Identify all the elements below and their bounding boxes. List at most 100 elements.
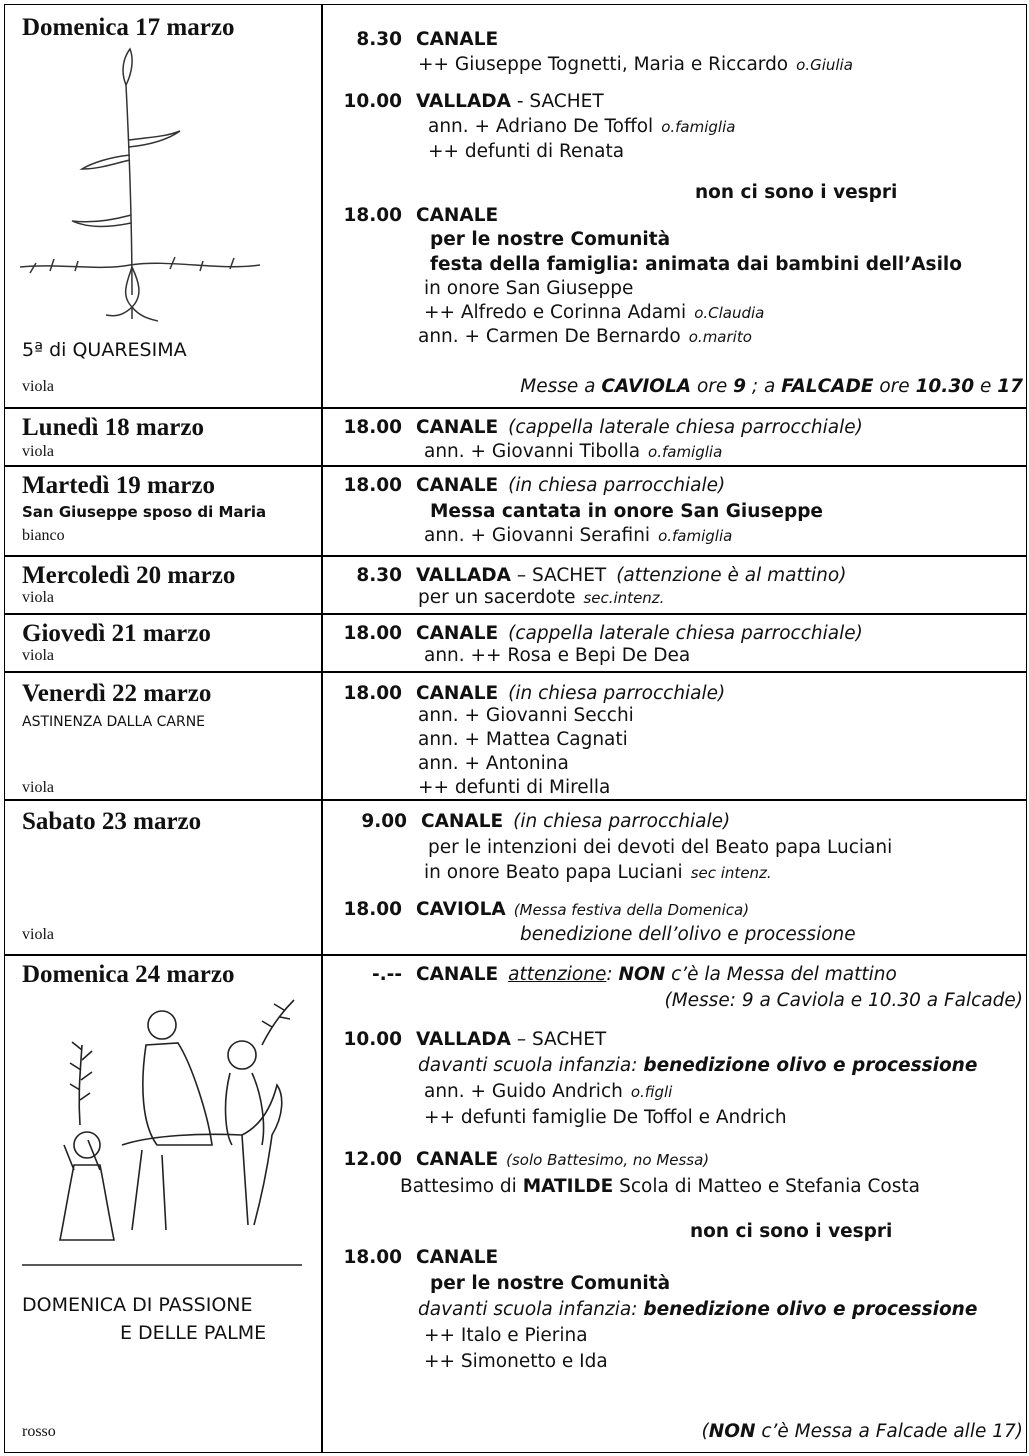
text-segment: 9.00 (361, 811, 407, 832)
schedule-line: non ci sono i vespri (690, 1220, 892, 1244)
text-segment: Battesimo di (400, 1176, 523, 1197)
schedule-line: (NON c’è Messa a Falcade alle 17) (702, 1420, 1023, 1444)
text-segment: CANALE (421, 811, 504, 832)
day-title: Giovedì 21 marzo (22, 620, 211, 647)
schedule-line: ++ defunti di Renata (428, 140, 624, 164)
text-segment: ann. + Giovanni Serafini (424, 525, 651, 546)
text-segment: ann. + Adriano De Toffol (428, 116, 654, 137)
liturgical-color: viola (22, 926, 54, 943)
text-segment: per le nostre Comunità (430, 1273, 671, 1294)
schedule-line: 8.30 VALLADA – SACHET (attenzione è al mat… (340, 564, 846, 588)
text-segment: ore (691, 376, 734, 397)
text-segment: 18.00 (343, 205, 402, 226)
schedule-line: in onore Beato papa Luciani sec intenz. (424, 861, 772, 885)
text-segment: e (974, 376, 998, 397)
text-segment: (in chiesa parrocchiale) (508, 683, 726, 704)
schedule-line: 18.00 CANALE (340, 204, 498, 228)
text-segment: Messe a (520, 376, 602, 397)
text-segment: CANALE (416, 29, 499, 50)
text-segment: c’è la Messa del mattino (665, 964, 897, 985)
schedule-line: ann. ++ Rosa e Bepi De Dea (424, 644, 690, 668)
schedule-line: 8.30 CANALE (340, 28, 498, 52)
text-segment: o.marito (688, 328, 752, 346)
text-segment: CANALE (416, 1247, 499, 1268)
text-segment: 10.00 (343, 91, 402, 112)
text-segment: NON (708, 1421, 756, 1442)
text-segment: CAVIOLA (416, 899, 506, 920)
schedule-line: 18.00 CANALE (in chiesa parrocchiale) (340, 682, 725, 706)
text-segment: (solo Battesimo, no Messa) (506, 1151, 710, 1169)
text-segment: CANALE (416, 205, 499, 226)
text-segment: - SACHET (510, 91, 604, 112)
schedule-line: ++ Alfredo e Corinna Adami o.Claudia (424, 301, 764, 325)
text-segment: ++ defunti di Mirella (418, 777, 611, 798)
liturgical-color: rosso (22, 1423, 56, 1440)
text-segment: ++ defunti famiglie De Toffol e Andrich (424, 1107, 787, 1128)
text-segment: per un sacerdote (418, 587, 576, 608)
schedule-line: ann. + Mattea Cagnati (418, 728, 628, 752)
text-segment: – SACHET (510, 565, 607, 586)
text-segment: VALLADA (416, 565, 511, 586)
text-segment: in onore San Giuseppe (424, 278, 634, 299)
text-segment: c’è Messa a Falcade alle 17) (755, 1421, 1023, 1442)
schedule-line: ann. + Giovanni Tibolla o.famiglia (424, 440, 722, 464)
text-segment: o.famiglia (661, 118, 736, 136)
liturgical-color: bianco (22, 527, 65, 544)
schedule-line: ann. + Giovanni Secchi (418, 704, 634, 728)
wheat-illustration (20, 47, 261, 322)
text-segment: non ci sono i vespri (690, 1221, 893, 1242)
schedule-line: 18.00 CANALE (in chiesa parrocchiale) (340, 474, 725, 498)
text-segment: VALLADA (416, 91, 511, 112)
palm-sunday-illustration (22, 999, 302, 1266)
text-segment: 8.30 (356, 565, 402, 586)
schedule-line: Messe a CAVIOLA ore 9 ; a FALCADE ore 10… (520, 375, 1023, 399)
text-segment: 9 (733, 376, 747, 397)
text-segment: ann. ++ Rosa e Bepi De Dea (424, 645, 691, 666)
text-segment: 8.30 (356, 29, 402, 50)
schedule-line: per un sacerdote sec.intenz. (418, 586, 664, 610)
schedule-line: ann. + Antonina (418, 752, 569, 776)
schedule-line: 18.00 CANALE (cappella laterale chiesa par… (340, 622, 862, 646)
text-segment: Scola di Matteo e Stefania Costa (613, 1176, 920, 1197)
schedule-line: davanti scuola infanzia: benedizione oli… (418, 1298, 977, 1322)
text-segment: sec intenz. (690, 864, 772, 882)
text-segment: benedizione olivo e processione (643, 1299, 978, 1320)
text-segment: CANALE (416, 417, 499, 438)
text-segment: 17 (997, 376, 1023, 397)
day-title: Venerdì 22 marzo (22, 680, 212, 707)
text-segment: in onore Beato papa Luciani (424, 862, 683, 883)
day-title: Domenica 17 marzo (22, 14, 235, 41)
schedule-line: per le nostre Comunità (430, 228, 670, 252)
schedule-line: festa della famiglia: animata dai bambin… (430, 253, 962, 277)
schedule-line: ++ defunti di Mirella (418, 776, 610, 800)
schedule-line: 12.00 CANALE (solo Battesimo, no Messa) (340, 1148, 709, 1172)
liturgical-color: viola (22, 443, 54, 460)
text-segment: (Messa festiva della Domenica) (513, 901, 750, 919)
schedule-line: ++ Italo e Pierina (424, 1324, 588, 1348)
text-segment: 10.30 (915, 376, 975, 397)
schedule-line: (Messe: 9 a Caviola e 10.30 a Falcade) (664, 989, 1023, 1013)
note: ASTINENZA DALLA CARNE (22, 714, 206, 730)
text-segment: CANALE (416, 964, 499, 985)
liturgical-color: viola (22, 589, 54, 606)
schedule-line: 18.00 CANALE (cappella laterale chiesa par… (340, 416, 862, 440)
text-segment: ++ defunti di Renata (428, 141, 625, 162)
schedule-line: ann. + Adriano De Toffol o.famiglia (428, 115, 735, 139)
text-segment: o.Giulia (796, 56, 853, 74)
text-segment: : (606, 964, 619, 985)
text-segment: ; a (746, 376, 782, 397)
schedule-line: 9.00 CANALE (in chiesa parrocchiale) (345, 810, 730, 834)
schedule-line: ann. + Giovanni Serafini o.famiglia (424, 524, 732, 548)
text-segment: ann. + Carmen De Bernardo (418, 326, 681, 347)
text-segment: benedizione olivo e processione (643, 1055, 978, 1076)
schedule-line: ++ Simonetto e Ida (424, 1350, 608, 1374)
text-segment: ann. + Antonina (418, 753, 569, 774)
text-segment: 18.00 (343, 899, 402, 920)
text-segment: ann. + Giovanni Tibolla (424, 441, 641, 462)
text-segment: CAVIOLA (601, 376, 692, 397)
schedule-line: Messa cantata in onore San Giuseppe (430, 500, 823, 524)
schedule-line: 10.00 VALLADA – SACHET (340, 1028, 606, 1052)
text-segment: CANALE (416, 623, 499, 644)
schedule-line: 10.00 VALLADA - SACHET (340, 90, 604, 114)
